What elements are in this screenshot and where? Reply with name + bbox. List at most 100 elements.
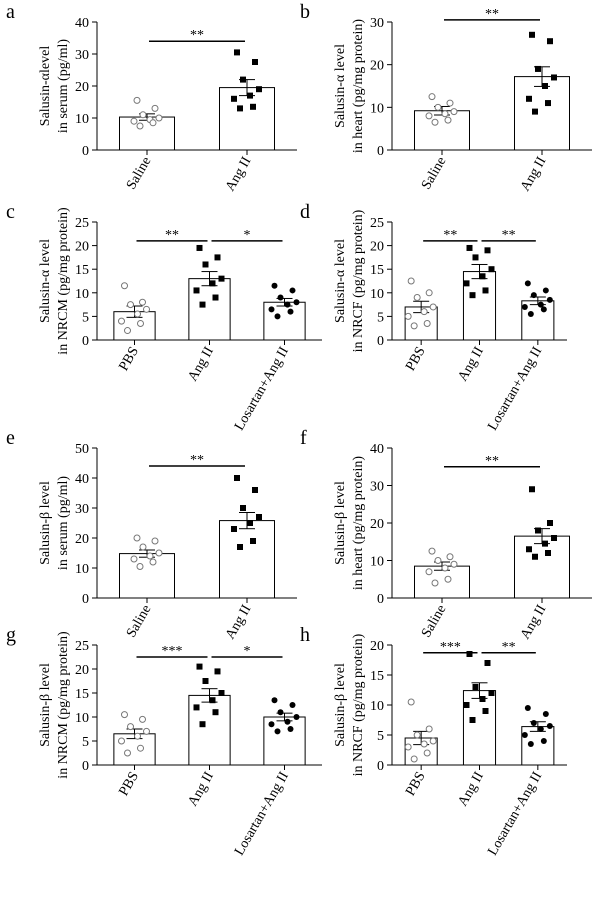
y-tick-label: 40 (75, 16, 89, 31)
y-tick-label: 25 (75, 216, 89, 231)
data-point (234, 475, 240, 481)
data-point (407, 277, 415, 285)
panel-label: h (300, 624, 310, 646)
data-point (410, 322, 418, 330)
data-point (240, 76, 246, 83)
data-point (214, 668, 221, 675)
data-point (271, 282, 278, 289)
data-point (209, 697, 216, 704)
data-point (118, 317, 125, 325)
data-point (466, 651, 473, 657)
x-tick-label: Losartan+Ang II (485, 344, 545, 433)
x-tick-label: PBS (403, 345, 428, 374)
x-tick-label: Saline (124, 603, 154, 641)
data-point (404, 312, 412, 320)
data-point (136, 563, 144, 570)
data-point (530, 292, 537, 299)
y-axis-label: in heart (pg/mg protein) (351, 19, 366, 153)
data-point (431, 118, 439, 126)
data-point (271, 697, 278, 704)
data-point (193, 287, 200, 294)
y-axis-label: in NRCM (pg/mg protein) (56, 631, 71, 779)
panel-label: g (6, 624, 16, 646)
data-point (139, 543, 147, 551)
data-point (413, 294, 421, 302)
data-point (247, 92, 253, 99)
data-point (423, 319, 431, 327)
y-tick-label: 30 (370, 16, 384, 31)
y-axis-label: in NRCF (pg/mg protein) (351, 209, 366, 352)
data-point (284, 718, 291, 725)
data-point (218, 690, 225, 696)
data-point (139, 111, 147, 119)
data-point (209, 280, 216, 287)
y-axis-label: Salusin-α level (333, 44, 348, 128)
x-tick-label: Ang II (456, 344, 488, 384)
x-tick-label: Saline (124, 155, 154, 193)
data-point (151, 104, 159, 112)
data-point (252, 59, 258, 65)
data-point (247, 520, 253, 526)
data-point (428, 93, 436, 101)
y-tick-label: 0 (377, 334, 384, 349)
data-point (410, 755, 418, 763)
data-point (149, 558, 157, 566)
data-point (143, 305, 150, 313)
data-point (529, 486, 535, 493)
data-point (237, 544, 243, 550)
data-point (463, 280, 470, 287)
panel-label: f (300, 427, 307, 449)
x-tick-label: Losartan+Ang II (232, 344, 292, 433)
x-tick-label: Ang II (456, 769, 488, 809)
data-point (547, 520, 553, 526)
y-tick-label: 30 (370, 480, 384, 495)
data-point (431, 579, 439, 587)
data-point (545, 100, 551, 107)
data-point (404, 743, 412, 751)
y-tick-label: 0 (82, 334, 89, 349)
data-point (193, 704, 200, 711)
y-tick-label: 10 (370, 287, 384, 302)
data-point (542, 83, 548, 89)
data-point (472, 684, 479, 690)
data-point (488, 690, 495, 696)
x-tick-label: Saline (419, 603, 449, 641)
data-point (196, 663, 203, 670)
data-point (546, 723, 553, 729)
y-tick-label: 15 (75, 687, 89, 702)
data-point (287, 726, 294, 732)
data-point (547, 38, 553, 45)
data-point (252, 487, 258, 493)
y-tick-label: 15 (370, 669, 384, 684)
significance-label: ** (190, 453, 204, 468)
bar (521, 726, 555, 766)
data-point (293, 299, 300, 306)
panel-label: a (6, 1, 15, 23)
data-point (446, 553, 454, 561)
x-tick-label: Ang II (186, 769, 218, 809)
y-tick-label: 40 (75, 472, 89, 487)
data-point (250, 538, 256, 544)
data-point (212, 294, 219, 301)
data-point (537, 726, 544, 732)
data-point (289, 287, 296, 294)
data-point (420, 308, 428, 316)
data-point (425, 112, 433, 120)
data-point (551, 535, 557, 541)
panel-label: d (300, 201, 310, 223)
y-axis-label: in NRCM (pg/mg protein) (56, 207, 71, 355)
significance-label: ** (502, 228, 516, 243)
y-tick-label: 20 (370, 59, 384, 74)
data-point (441, 564, 449, 572)
data-point (521, 732, 528, 738)
data-point (482, 708, 489, 714)
data-point (535, 65, 541, 72)
bar (119, 116, 175, 151)
x-tick-label: Ang II (223, 154, 255, 194)
y-tick-label: 5 (82, 310, 89, 325)
data-point (134, 732, 141, 740)
y-axis-label: Salusin-β level (38, 663, 53, 747)
x-tick-label: Ang II (223, 602, 255, 642)
y-tick-label: 5 (82, 735, 89, 750)
